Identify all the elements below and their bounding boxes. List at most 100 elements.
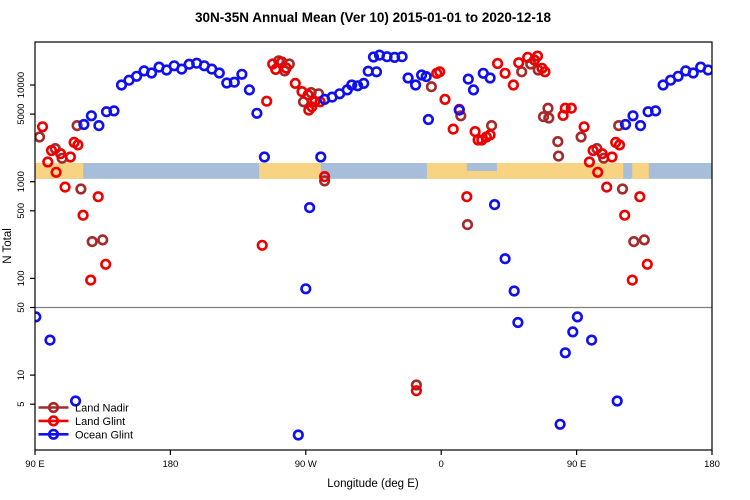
x-tick-label: 180: [162, 459, 178, 470]
legend-label: Land Nadir: [75, 403, 129, 415]
x-tick-label: 90 W: [295, 459, 317, 470]
data-point: [628, 236, 640, 248]
legend-marker: [47, 428, 60, 440]
series-ocean-glint: [35, 49, 712, 441]
x-tick-label: 90 E: [25, 459, 45, 470]
data-point: [567, 326, 579, 338]
data-point: [649, 105, 662, 117]
plot-border: [34, 41, 713, 451]
data-point: [75, 183, 87, 195]
data-point: [54, 148, 67, 160]
data-point: [539, 66, 551, 78]
y-tick-label: 100: [16, 270, 27, 286]
y-tick-label: 5000: [16, 104, 27, 125]
data-point: [228, 76, 240, 88]
data-point: [35, 131, 46, 143]
data-point: [559, 102, 571, 114]
data-point: [611, 395, 623, 407]
data-point: [461, 191, 473, 203]
data-point: [72, 139, 84, 151]
data-point: [489, 199, 501, 211]
data-point: [319, 175, 331, 187]
x-axis-label: Longitude (deg E): [327, 478, 419, 490]
data-point: [97, 234, 109, 246]
legend-label: Ocean Glint: [75, 429, 133, 441]
y-tick-label: 5: [16, 402, 27, 407]
data-point: [619, 118, 632, 131]
data-point: [396, 51, 408, 63]
data-point: [552, 136, 564, 148]
data-point: [484, 129, 496, 141]
map-land-half-segment: [466, 170, 497, 179]
data-point: [370, 66, 383, 78]
data-point: [270, 63, 282, 75]
data-points: [35, 49, 712, 441]
data-point: [507, 79, 520, 91]
data-point: [613, 139, 626, 151]
data-point: [42, 156, 54, 168]
data-point: [346, 79, 358, 91]
data-point: [565, 102, 577, 114]
data-point: [69, 395, 82, 407]
data-point: [85, 274, 97, 286]
data-point: [626, 274, 638, 286]
y-tick-label: 10000: [16, 72, 27, 98]
data-point: [512, 316, 524, 329]
data-point: [486, 119, 498, 132]
data-point: [64, 151, 76, 163]
data-point: [243, 84, 255, 96]
data-point: [641, 258, 653, 270]
data-point: [616, 183, 629, 195]
data-point: [71, 119, 83, 132]
data-point: [484, 72, 496, 84]
series-land-nadir: [35, 55, 650, 391]
data-point: [261, 95, 273, 107]
data-point: [596, 148, 608, 160]
data-point: [108, 105, 120, 117]
data-point: [634, 191, 646, 203]
data-point: [542, 102, 554, 114]
data-point: [559, 347, 571, 359]
y-tick-label: 50: [16, 302, 27, 313]
data-point: [492, 57, 504, 70]
data-point: [499, 67, 511, 79]
map-land-segment: [259, 163, 321, 179]
data-point: [575, 131, 587, 143]
data-point: [410, 79, 422, 91]
data-point: [531, 50, 544, 62]
data-point: [92, 191, 104, 203]
data-point: [280, 62, 292, 74]
map-land-segment: [426, 163, 467, 179]
data-point: [302, 89, 314, 101]
data-point: [176, 63, 188, 75]
data-point: [420, 70, 432, 83]
data-point: [554, 418, 566, 430]
data-point: [672, 70, 684, 82]
data-point: [627, 110, 639, 122]
data-point: [45, 144, 58, 157]
data-point: [434, 66, 446, 78]
map-land-segment: [632, 163, 649, 179]
data-point: [59, 181, 71, 193]
data-point: [44, 334, 56, 346]
y-tick-label: 10: [16, 370, 27, 381]
data-point: [258, 151, 271, 163]
data-point: [115, 79, 128, 91]
x-tick-label: 90 E: [567, 459, 587, 470]
data-point: [461, 219, 474, 231]
data-point: [601, 181, 613, 193]
data-point: [702, 64, 712, 76]
data-point: [410, 385, 423, 397]
data-point: [131, 70, 143, 82]
axis-ticks: 5 10 50 100 500 1000 5000 10000 90 E 180 90 W 0 90 E…: [16, 72, 720, 470]
data-point: [453, 104, 465, 116]
data-point: [85, 110, 97, 122]
data-point: [402, 72, 414, 84]
data-point: [425, 81, 438, 93]
data-point: [516, 66, 528, 78]
data-point: [256, 239, 268, 251]
data-point: [352, 80, 364, 92]
data-point: [592, 166, 604, 178]
data-point: [292, 429, 304, 441]
